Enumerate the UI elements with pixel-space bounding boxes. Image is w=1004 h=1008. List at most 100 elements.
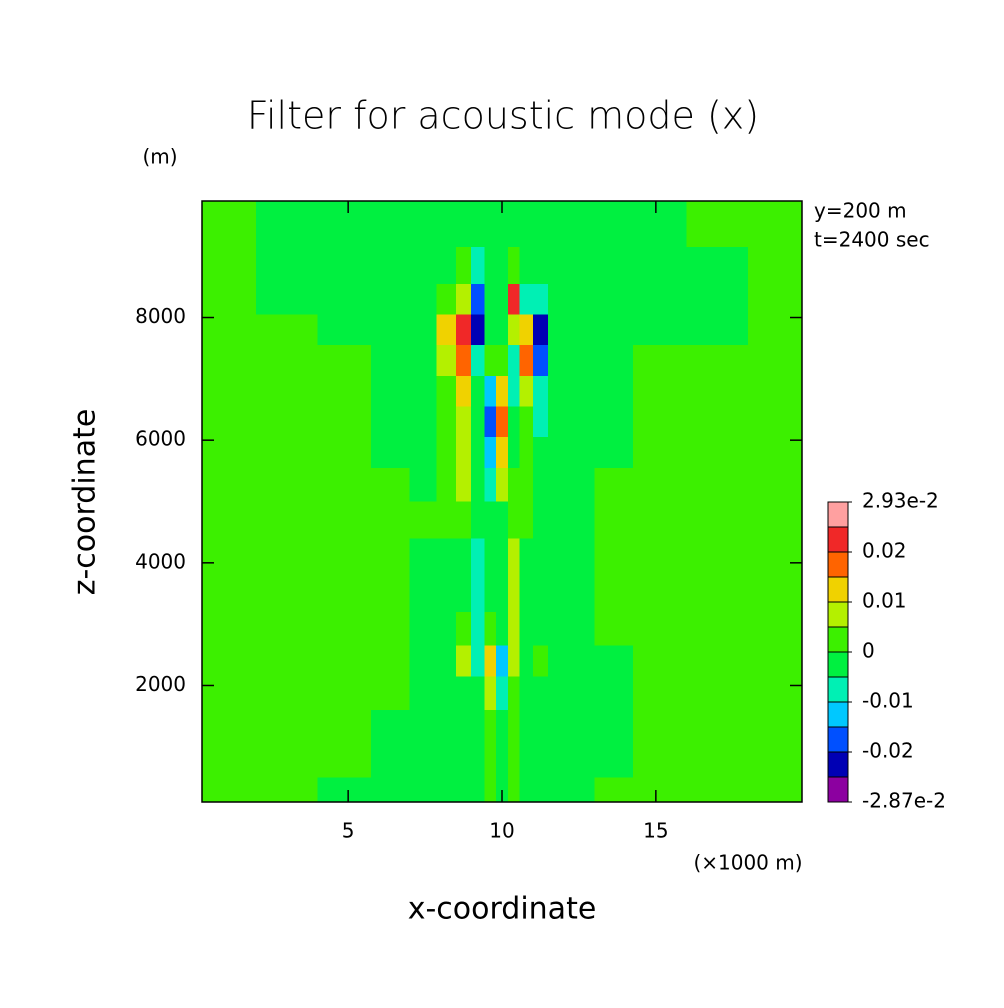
contour-cell (471, 467, 485, 503)
contour-cell (436, 575, 457, 613)
contour-cell (519, 437, 534, 469)
colorbar-swatch (827, 676, 849, 703)
y-tick-label: 6000 (135, 427, 186, 451)
contour-cell (548, 467, 568, 503)
contour-cell (508, 283, 521, 316)
contour-cell (484, 777, 497, 803)
contour-cell (532, 575, 549, 613)
contour-cell (548, 645, 568, 677)
contour-cell (532, 710, 549, 748)
contour-cell (471, 746, 485, 779)
contour-cell (495, 501, 509, 539)
contour-cell (255, 538, 318, 576)
contour-cell (455, 538, 472, 576)
contour-cell (495, 538, 509, 576)
contour-cell (594, 538, 634, 576)
contour-cell (567, 538, 595, 576)
contour-cell (548, 406, 568, 438)
contour-cell (532, 746, 549, 779)
contour-cell (202, 467, 257, 503)
contour-cell (409, 437, 438, 469)
contour-cell (409, 406, 438, 438)
contour-cell (455, 345, 472, 377)
contour-cell (519, 746, 534, 779)
contour-cell (686, 406, 749, 438)
contour-cell (371, 406, 411, 438)
contour-cell (471, 246, 485, 285)
contour-cell (495, 467, 509, 503)
contour-cell (436, 201, 457, 248)
contour-cell (686, 437, 749, 469)
contour-cell (748, 645, 803, 677)
contour-cell (686, 676, 749, 711)
contour-cell (567, 375, 595, 408)
contour-cell (532, 201, 549, 248)
contour-cell (202, 676, 257, 711)
contour-cell (519, 538, 534, 576)
contour-cell (409, 538, 438, 576)
contour-cell (471, 314, 485, 346)
contour-cell (567, 611, 595, 647)
contour-cell (532, 246, 549, 285)
contour-cell (748, 710, 803, 748)
contour-cell (519, 406, 534, 438)
contour-cell (202, 345, 257, 377)
contour-cell (686, 501, 749, 539)
contour-cell (748, 746, 803, 779)
contour-cell (686, 746, 749, 779)
contour-cell (686, 375, 749, 408)
contour-cell (484, 283, 497, 316)
contour-cell (255, 375, 318, 408)
contour-field (202, 201, 803, 803)
contour-cell (371, 345, 411, 377)
contour-cell (495, 246, 509, 285)
contour-cell (686, 345, 749, 377)
contour-cell (409, 710, 438, 748)
contour-cell (202, 406, 257, 438)
y-tick-label: 2000 (135, 672, 186, 696)
contour-cell (484, 375, 497, 408)
contour-cell (567, 437, 595, 469)
contour-cell (471, 575, 485, 613)
contour-cell (519, 345, 534, 377)
contour-cell (202, 746, 257, 779)
contour-cell (371, 611, 411, 647)
contour-cell (748, 375, 803, 408)
contour-cell (508, 467, 521, 503)
contour-cell (632, 676, 688, 711)
contour-cell (255, 710, 318, 748)
contour-cell (594, 777, 634, 803)
contour-cell (317, 437, 372, 469)
contour-cell (567, 345, 595, 377)
contour-cell (519, 283, 534, 316)
contour-cell (255, 676, 318, 711)
contour-cell (409, 611, 438, 647)
contour-cell (317, 314, 372, 346)
contour-cell (371, 283, 411, 316)
contour-cell (371, 777, 411, 803)
contour-cell (371, 501, 411, 539)
contour-cell (436, 283, 457, 316)
contour-cell (484, 246, 497, 285)
contour-cell (532, 314, 549, 346)
contour-cell (594, 314, 634, 346)
colorbar-swatch (827, 751, 849, 778)
contour-cell (567, 501, 595, 539)
contour-cell (519, 777, 534, 803)
y-tick-label: 8000 (135, 304, 186, 328)
contour-cell (255, 437, 318, 469)
contour-cell (255, 645, 318, 677)
contour-cell (495, 201, 509, 248)
contour-cell (409, 345, 438, 377)
contour-cell (508, 437, 521, 469)
contour-cell (567, 246, 595, 285)
contour-cell (567, 710, 595, 748)
contour-cell (436, 437, 457, 469)
contour-cell (508, 538, 521, 576)
contour-cell (409, 375, 438, 408)
contour-cell (508, 777, 521, 803)
contour-cell (202, 777, 257, 803)
contour-cell (471, 201, 485, 248)
contour-cell (548, 345, 568, 377)
contour-cell (508, 246, 521, 285)
